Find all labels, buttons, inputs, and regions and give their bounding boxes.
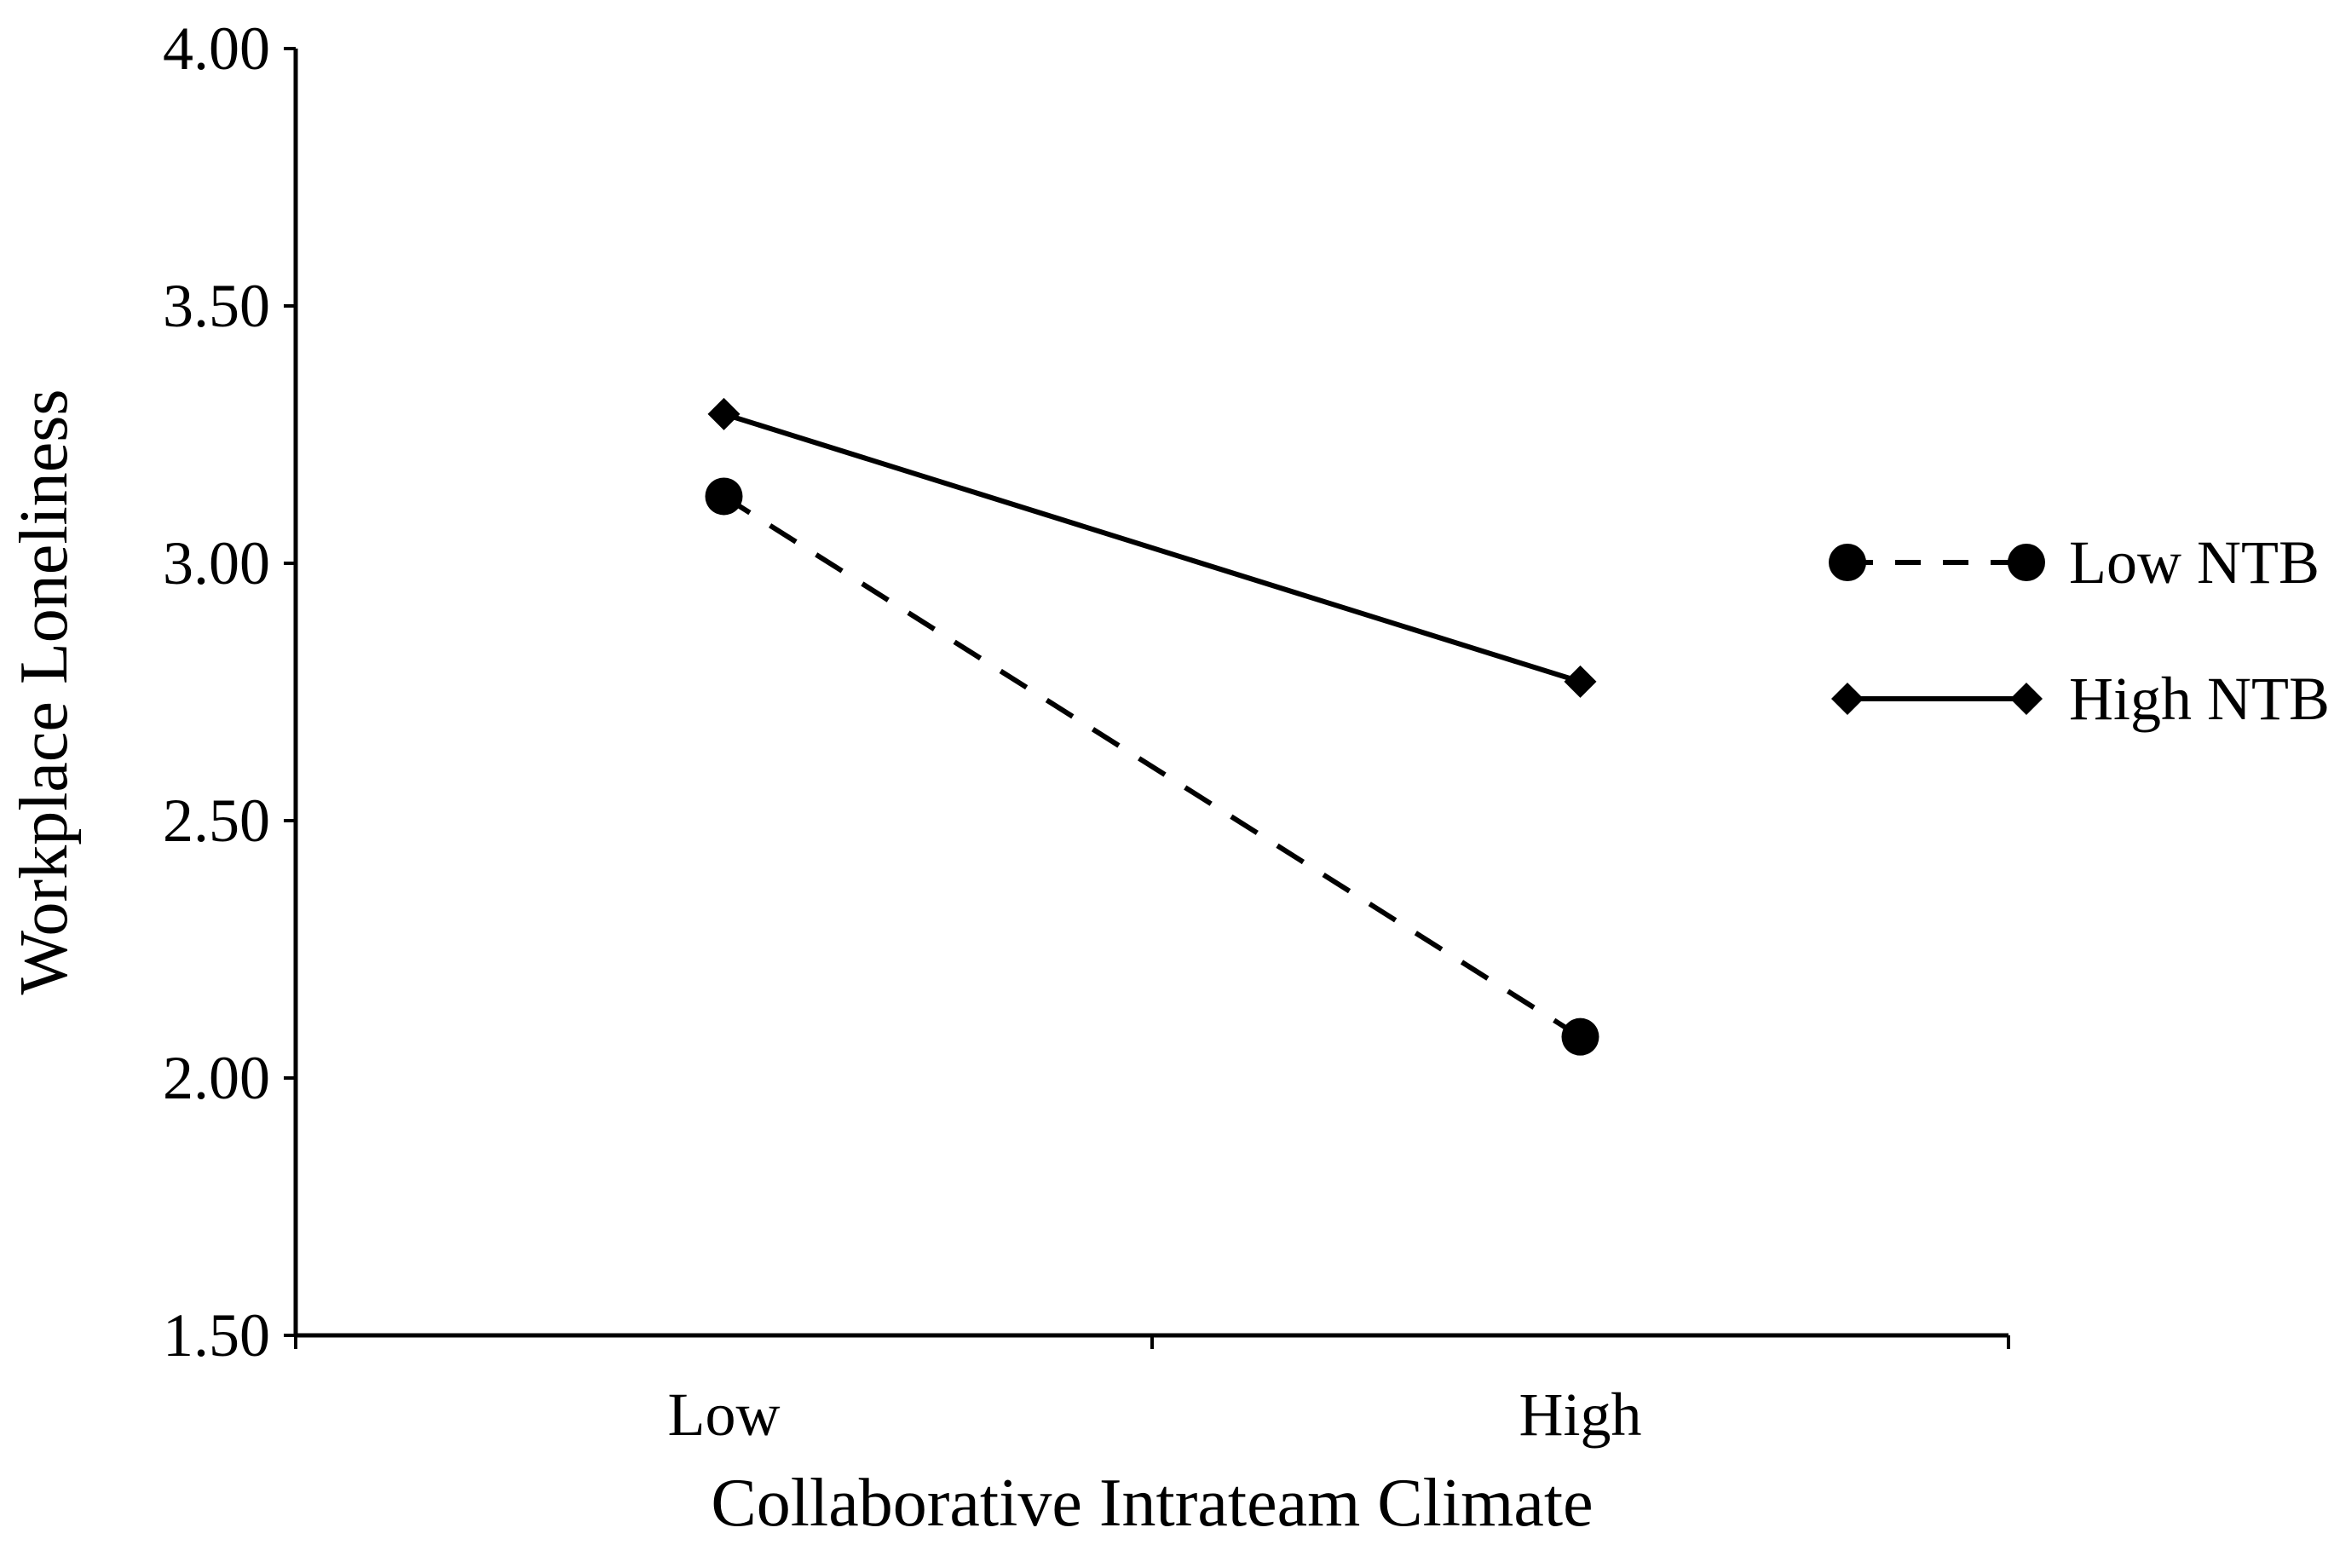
data-point-high-ntb xyxy=(1564,665,1597,698)
y-tick-label: 3.50 xyxy=(163,272,270,340)
legend-label-high-ntb: High NTB xyxy=(2069,665,2330,733)
y-tick-label: 4.00 xyxy=(163,14,270,83)
x-tick-label: High xyxy=(1519,1381,1642,1449)
series-layer xyxy=(705,397,1599,1056)
data-point-high-ntb xyxy=(707,397,741,430)
x-axis-title: Collaborative Intrateam Climate xyxy=(711,1466,1593,1541)
legend-marker-low-ntb xyxy=(1829,544,1866,581)
y-tick-label: 1.50 xyxy=(163,1301,270,1369)
y-tick-label: 2.50 xyxy=(163,787,270,855)
data-point-low-ntb xyxy=(705,477,743,516)
legend-marker-high-ntb xyxy=(2010,683,2043,715)
legend-label-low-ntb: Low NTB xyxy=(2069,528,2320,597)
series-line-high-ntb xyxy=(723,411,1582,684)
x-tick-label: Low xyxy=(668,1381,781,1449)
y-axis-title: Workplace Loneliness xyxy=(7,389,82,994)
y-tick-label: 3.00 xyxy=(163,529,270,597)
legend-marker-high-ntb xyxy=(1831,683,1864,715)
y-tick-label: 2.00 xyxy=(163,1044,270,1112)
y-ticks: 1.50 2.00 2.50 3.00 3.50 4.00 xyxy=(163,14,296,1369)
x-ticks: Low High xyxy=(294,1335,2010,1449)
legend-marker-low-ntb xyxy=(2008,544,2045,581)
series-line-low-ntb xyxy=(722,493,1582,1040)
legend: Low NTB High NTB xyxy=(1829,528,2330,733)
data-point-low-ntb xyxy=(1561,1017,1599,1056)
